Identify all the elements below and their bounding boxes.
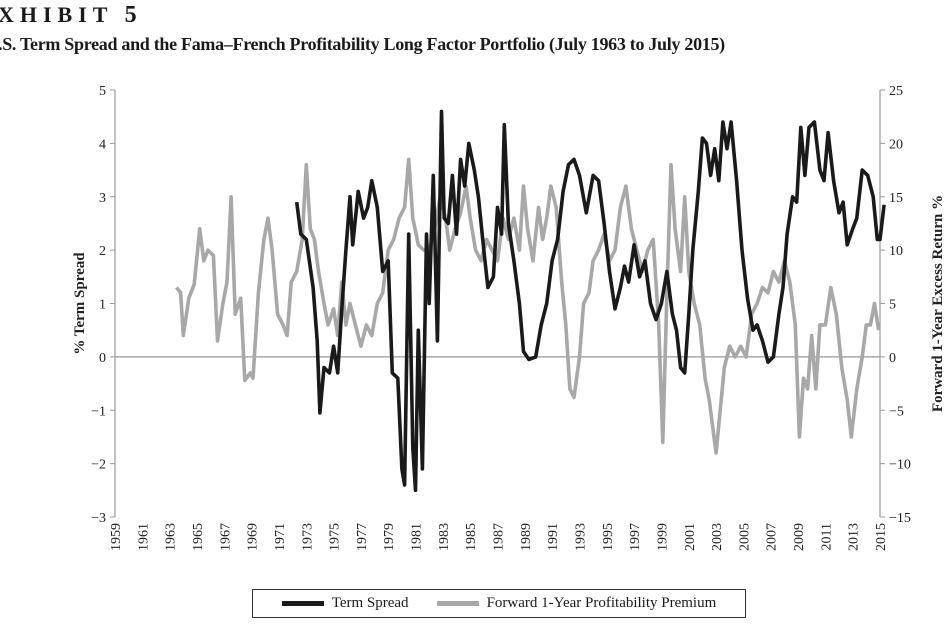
x-tick-label: 1965 bbox=[191, 523, 206, 551]
x-tick-label: 1963 bbox=[164, 523, 179, 551]
x-tick-label: 2013 bbox=[847, 523, 862, 551]
right-tick-label: 20 bbox=[889, 137, 903, 152]
x-tick-label: 1981 bbox=[410, 523, 425, 551]
legend-item-term-spread: Term Spread bbox=[281, 595, 409, 612]
left-tick-label: 2 bbox=[99, 244, 106, 259]
legend-label: Term Spread bbox=[331, 595, 409, 611]
series-profitability-premium-line bbox=[175, 157, 881, 455]
x-tick-label: 1991 bbox=[546, 523, 561, 551]
x-tick-label: 1997 bbox=[628, 523, 643, 551]
x-tick-label: 1961 bbox=[136, 523, 151, 551]
x-tick-label: 1975 bbox=[328, 523, 343, 551]
right-tick-label: 5 bbox=[889, 298, 896, 313]
right-tick-label: 15 bbox=[889, 191, 903, 206]
legend: Term Spread Forward 1-Year Profitability… bbox=[252, 589, 746, 618]
exhibit-label: XHIBIT 5 bbox=[0, 2, 137, 29]
left-axis-title: % Term Spread bbox=[72, 252, 88, 355]
legend-label: Forward 1-Year Profitability Premium bbox=[486, 595, 717, 611]
left-tick-label: 0 bbox=[99, 351, 106, 366]
chart-title: .S. Term Spread and the Fama–French Prof… bbox=[0, 34, 725, 54]
x-tick-label: 2009 bbox=[792, 523, 807, 551]
left-tick-label: 4 bbox=[99, 137, 106, 152]
left-tick-label: 3 bbox=[99, 191, 106, 206]
x-tick-label: 2003 bbox=[710, 523, 725, 551]
x-tick-label: 2011 bbox=[819, 523, 834, 550]
right-axis-title: Forward 1-Year Excess Return % bbox=[930, 195, 946, 412]
x-tick-label: 1973 bbox=[300, 523, 315, 551]
x-tick-label: 1983 bbox=[437, 523, 452, 551]
x-tick-label: 1979 bbox=[382, 523, 397, 551]
x-tick-label: 2007 bbox=[765, 523, 780, 551]
right-tick-label: −5 bbox=[889, 404, 904, 419]
x-tick-label: 2015 bbox=[874, 523, 889, 551]
x-tick-label: 1971 bbox=[273, 523, 288, 551]
left-tick-label: −2 bbox=[91, 458, 106, 473]
right-tick-label: 0 bbox=[889, 351, 896, 366]
left-tick-label: −3 bbox=[91, 511, 106, 526]
x-tick-label: 2001 bbox=[683, 523, 698, 551]
x-tick-label: 1989 bbox=[519, 523, 534, 551]
x-tick-label: 1969 bbox=[246, 523, 261, 551]
legend-swatch-profitability-premium bbox=[436, 601, 479, 606]
x-tick-label: 1993 bbox=[573, 523, 588, 551]
exhibit-number: 5 bbox=[124, 2, 137, 28]
x-tick-label: 1959 bbox=[109, 523, 124, 551]
exhibit-text: XHIBIT bbox=[0, 2, 114, 27]
left-tick-label: −1 bbox=[91, 404, 106, 419]
x-tick-label: 1987 bbox=[492, 523, 507, 551]
x-tick-label: 1985 bbox=[464, 523, 479, 551]
right-tick-label: −15 bbox=[889, 511, 911, 526]
x-tick-label: 1999 bbox=[655, 523, 670, 551]
x-tick-label: 1977 bbox=[355, 523, 370, 551]
series-term-spread-line bbox=[294, 109, 886, 493]
right-tick-label: −10 bbox=[889, 458, 911, 473]
x-tick-label: 2005 bbox=[737, 523, 752, 551]
left-tick-label: 5 bbox=[99, 84, 106, 99]
legend-swatch-term-spread bbox=[281, 601, 324, 606]
right-tick-label: 25 bbox=[889, 84, 903, 99]
x-tick-label: 1995 bbox=[601, 523, 616, 551]
right-tick-label: 10 bbox=[889, 244, 903, 259]
legend-item-profitability-premium: Forward 1-Year Profitability Premium bbox=[436, 595, 717, 612]
left-tick-label: 1 bbox=[99, 298, 106, 313]
x-tick-label: 1967 bbox=[218, 523, 233, 551]
